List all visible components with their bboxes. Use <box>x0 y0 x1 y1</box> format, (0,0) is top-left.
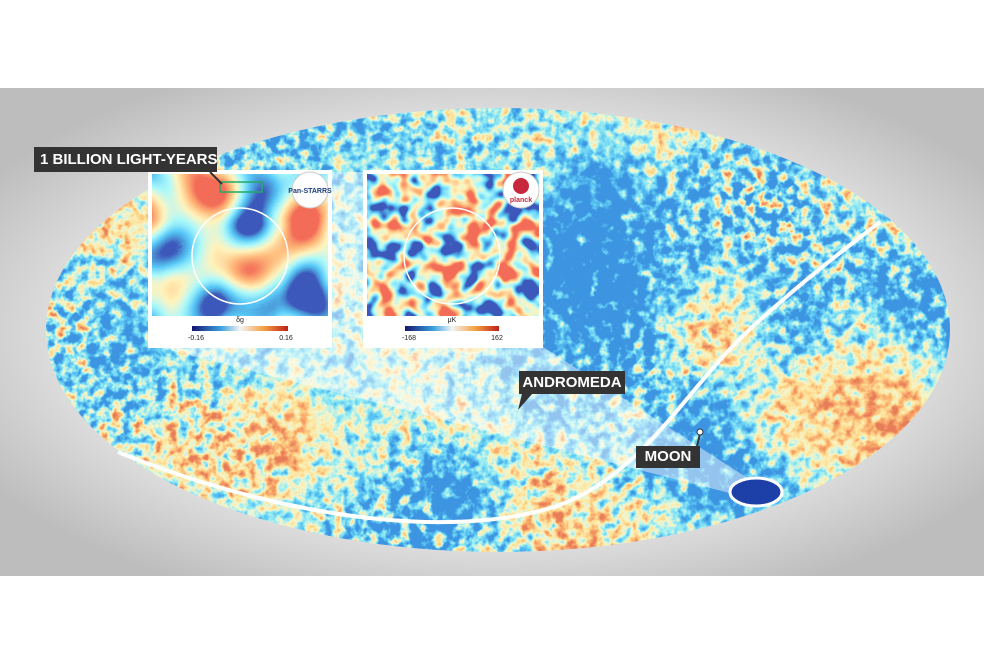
colorbar-min: -0.16 <box>188 335 204 342</box>
label-text: ANDROMEDA <box>522 374 621 391</box>
andromeda-label: ANDROMEDA <box>518 371 625 410</box>
label-pointer <box>696 433 701 447</box>
colorbar-max: 162 <box>491 335 503 342</box>
label-box <box>519 371 625 394</box>
colorbar <box>192 326 288 331</box>
scale-bar <box>219 181 263 193</box>
label-box <box>636 446 700 468</box>
ecliptic-curve <box>117 220 882 525</box>
moon-label: MOON <box>636 428 704 468</box>
logo-badge <box>291 171 329 209</box>
colorbar-unit: δg <box>236 317 244 324</box>
colorbar <box>405 326 499 331</box>
label-text: 1 BILLION LIGHT-YEARS <box>40 151 218 168</box>
panel-circle <box>191 207 289 305</box>
planck-panel: planck -168 162 μK <box>363 170 543 348</box>
label-box <box>34 147 217 172</box>
scale-label: 1 BILLION LIGHT-YEARS <box>34 147 223 185</box>
logo-text: planck <box>510 197 532 204</box>
colorbar-unit: μK <box>448 317 457 324</box>
logo-mark <box>513 178 529 194</box>
logo-text: Pan-STARRS <box>288 188 332 195</box>
label-pointer <box>518 394 532 410</box>
moon-marker <box>696 428 704 436</box>
target-region <box>728 476 784 508</box>
label-text: MOON <box>645 448 692 465</box>
colorbar-min: -168 <box>402 335 416 342</box>
colorbar-max: 0.16 <box>279 335 293 342</box>
panstarrs-panel: Pan-STARRS -0.16 0.16 δg <box>148 170 332 348</box>
label-pointer <box>209 171 223 185</box>
panel-circle <box>403 207 501 305</box>
